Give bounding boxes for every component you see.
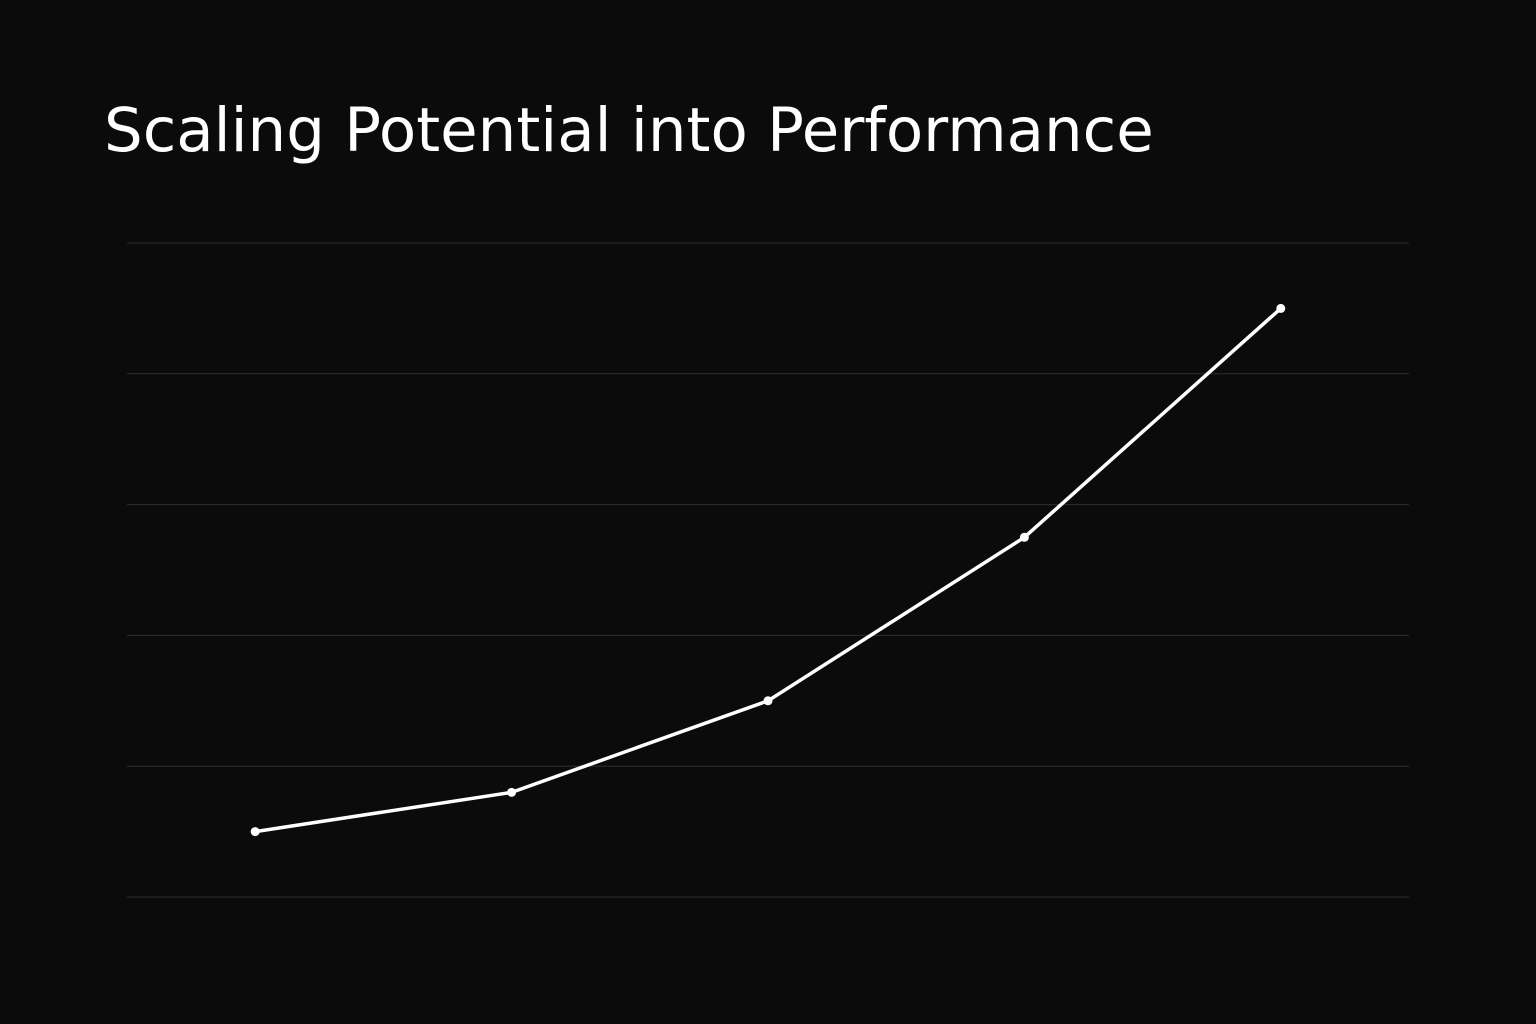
series-group [250,303,1286,837]
gridlines [127,242,1409,898]
data-point [250,827,260,837]
chart-title: Scaling Potential into Performance [104,95,1154,166]
series-line [253,306,1283,834]
data-point [1019,532,1029,542]
data-point [1276,303,1286,313]
data-point [763,696,773,706]
data-point [507,787,517,797]
